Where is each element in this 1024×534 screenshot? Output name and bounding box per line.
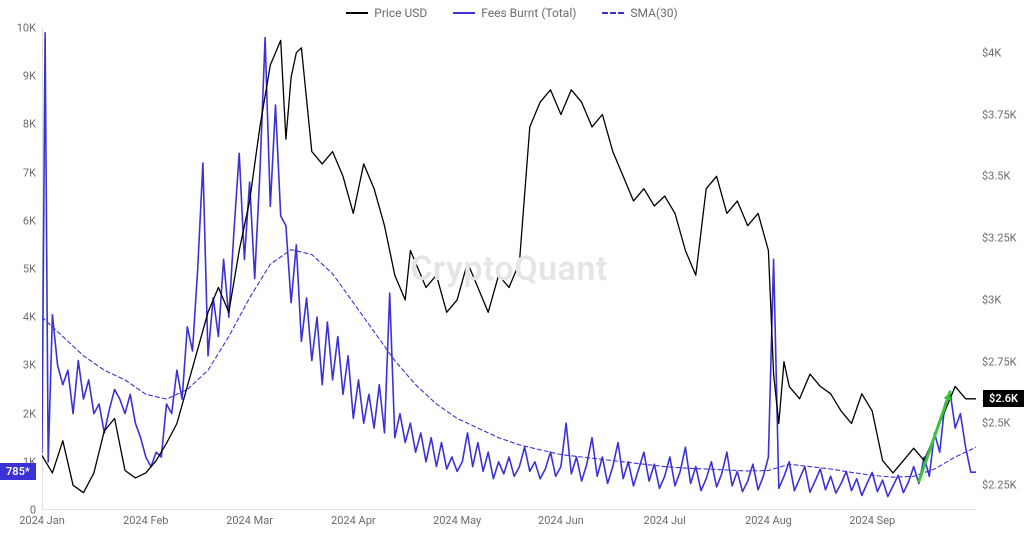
x-axis: 2024 Jan2024 Feb2024 Mar2024 Apr2024 May… [42,510,976,534]
y-right-tick: $3.75K [982,108,1017,121]
legend-swatch-fees [453,12,475,14]
chart-container: Price USD Fees Burnt (Total) SMA(30) 01K… [0,0,1024,534]
legend-label: Fees Burnt (Total) [481,6,576,20]
x-tick: 2024 Jan [19,514,65,527]
right-axis-callout: $2.6K [983,390,1024,407]
y-left-tick: 2K [23,407,36,420]
callout-value: $2.6K [989,392,1018,405]
legend-label: SMA(30) [630,6,677,20]
y-right-tick: $4K [982,46,1001,59]
y-right-tick: $2.75K [982,355,1017,368]
x-tick: 2024 Jul [644,514,686,527]
y-axis-right: $2.25K $2.5K $2.6K $2.75K $3K $3.25K $3.5K $3.7… [976,28,1024,510]
chart-svg [42,28,976,510]
y-right-tick: $2.5K [982,417,1010,430]
y-left-tick: 8K [23,118,36,131]
y-left-tick: 4K [23,311,36,324]
x-tick: 2024 Apr [331,514,376,527]
x-tick: 2024 Jun [538,514,584,527]
legend-label: Price USD [374,6,427,20]
callout-value: 785* [6,465,30,478]
y-left-tick: 9K [23,70,36,83]
legend-item-fees: Fees Burnt (Total) [453,6,576,20]
y-left-tick: 6K [23,214,36,227]
legend-swatch-price [346,12,368,14]
y-left-tick: 3K [23,359,36,372]
y-right-tick: $2.25K [982,479,1017,492]
x-tick: 2024 May [433,514,481,527]
legend-item-price: Price USD [346,6,427,20]
legend: Price USD Fees Burnt (Total) SMA(30) [0,6,1024,20]
left-axis-callout: 785* [0,463,36,480]
plot-area[interactable]: CryptoQuant [42,28,976,510]
legend-item-sma: SMA(30) [602,6,677,20]
x-tick: 2024 Sep [849,514,895,527]
y-right-tick: $3.5K [982,170,1010,183]
y-left-tick: 7K [23,166,36,179]
y-right-tick: $3K [982,293,1001,306]
x-tick: 2024 Mar [226,514,273,527]
y-right-tick: $3.25K [982,232,1017,245]
y-axis-left: 01K2K3K4K5K6K7K8K9K10K [0,28,42,510]
x-tick: 2024 Feb [123,514,168,527]
y-left-tick: 10K [17,22,36,35]
legend-swatch-sma [602,12,624,14]
x-tick: 2024 Aug [745,514,792,527]
y-left-tick: 5K [23,263,36,276]
